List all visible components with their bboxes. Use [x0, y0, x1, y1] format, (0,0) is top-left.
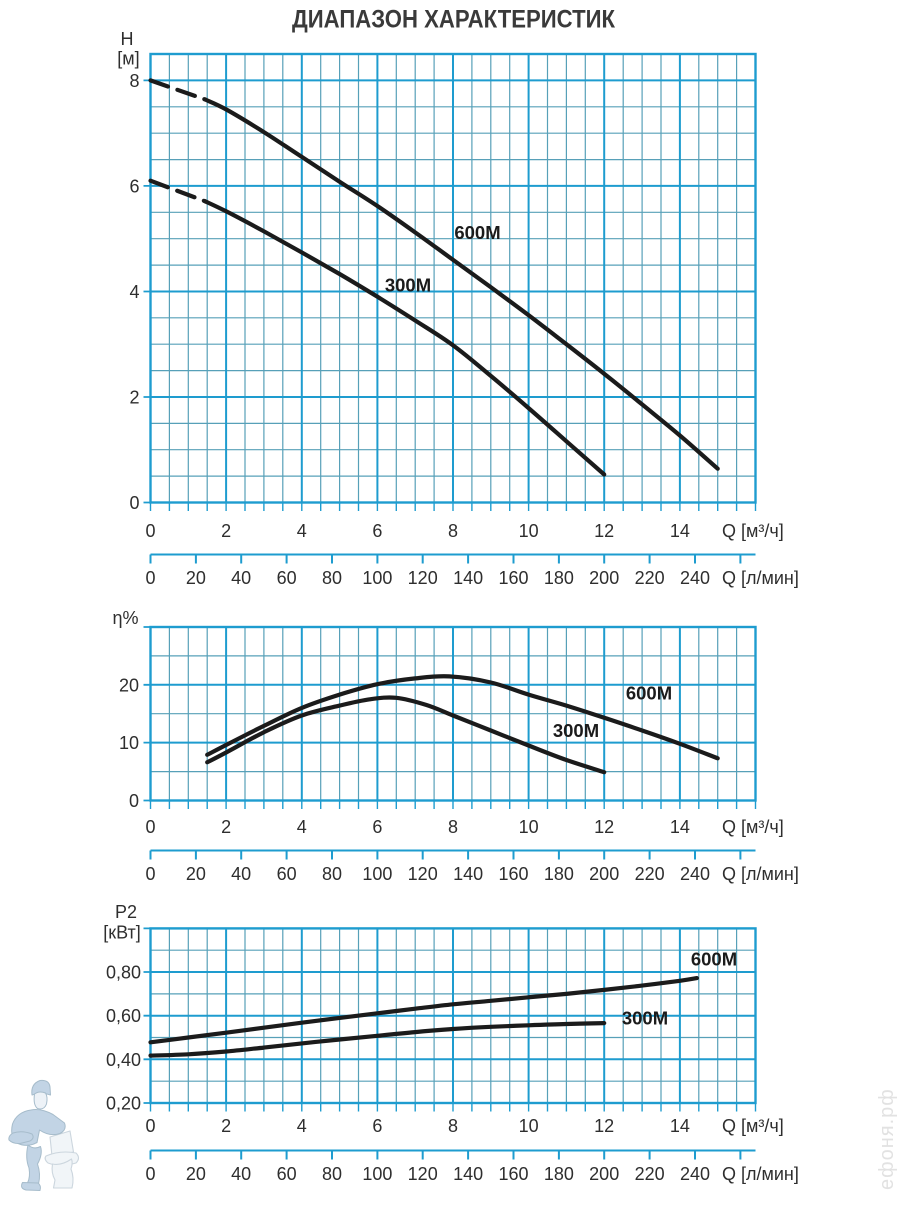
svg-text:120: 120 [408, 568, 438, 588]
svg-text:2: 2 [221, 521, 231, 541]
svg-text:4: 4 [297, 1116, 307, 1136]
svg-text:ДИАПАЗОН ХАРАКТЕРИСТИК: ДИАПАЗОН ХАРАКТЕРИСТИК [292, 6, 616, 34]
svg-text:0: 0 [145, 817, 155, 837]
svg-text:300M: 300M [553, 720, 599, 741]
svg-text:140: 140 [453, 864, 483, 884]
svg-text:20: 20 [186, 864, 206, 884]
svg-text:160: 160 [498, 864, 528, 884]
svg-text:120: 120 [408, 864, 438, 884]
svg-text:4: 4 [297, 817, 307, 837]
svg-text:6: 6 [129, 176, 139, 196]
svg-text:0: 0 [145, 864, 155, 884]
svg-text:80: 80 [322, 864, 342, 884]
svg-text:[м]: [м] [117, 49, 139, 69]
svg-text:10: 10 [119, 733, 139, 753]
svg-text:0: 0 [145, 568, 155, 588]
svg-text:P2: P2 [115, 902, 137, 922]
svg-text:300M: 300M [385, 275, 431, 296]
svg-text:140: 140 [453, 568, 483, 588]
svg-text:200: 200 [589, 568, 619, 588]
svg-text:14: 14 [670, 1116, 690, 1136]
svg-text:14: 14 [670, 521, 690, 541]
svg-text:160: 160 [498, 568, 528, 588]
svg-text:Q [л/мин]: Q [л/мин] [722, 864, 799, 884]
svg-text:180: 180 [544, 864, 574, 884]
svg-text:H: H [121, 29, 134, 49]
svg-text:60: 60 [277, 864, 297, 884]
svg-text:100: 100 [362, 864, 392, 884]
svg-text:2: 2 [129, 388, 139, 408]
svg-text:14: 14 [670, 817, 690, 837]
svg-text:80: 80 [322, 568, 342, 588]
svg-text:180: 180 [544, 568, 574, 588]
svg-text:200: 200 [589, 864, 619, 884]
svg-text:60: 60 [277, 568, 297, 588]
svg-text:12: 12 [594, 521, 614, 541]
svg-text:4: 4 [129, 282, 139, 302]
svg-text:220: 220 [635, 864, 665, 884]
svg-text:8: 8 [129, 71, 139, 91]
svg-text:0: 0 [145, 1116, 155, 1136]
svg-text:160: 160 [498, 1164, 528, 1184]
svg-text:12: 12 [594, 817, 614, 837]
svg-text:40: 40 [231, 864, 251, 884]
svg-text:240: 240 [680, 864, 710, 884]
svg-text:0,60: 0,60 [106, 1006, 141, 1026]
svg-text:10: 10 [519, 1116, 539, 1136]
svg-text:Q [м³/ч]: Q [м³/ч] [722, 817, 784, 837]
svg-text:220: 220 [635, 1164, 665, 1184]
svg-text:10: 10 [519, 817, 539, 837]
svg-text:[кВт]: [кВт] [103, 923, 141, 943]
svg-text:0,80: 0,80 [106, 963, 141, 983]
svg-text:140: 140 [453, 1164, 483, 1184]
svg-text:2: 2 [221, 817, 231, 837]
svg-text:Q [м³/ч]: Q [м³/ч] [722, 521, 784, 541]
svg-text:120: 120 [408, 1164, 438, 1184]
svg-text:4: 4 [297, 521, 307, 541]
svg-text:6: 6 [372, 1116, 382, 1136]
svg-text:Q [л/мин]: Q [л/мин] [722, 1164, 799, 1184]
svg-text:20: 20 [186, 568, 206, 588]
svg-text:0,20: 0,20 [106, 1094, 141, 1114]
svg-text:8: 8 [448, 1116, 458, 1136]
svg-text:100: 100 [362, 568, 392, 588]
svg-text:40: 40 [231, 568, 251, 588]
svg-text:Q [м³/ч]: Q [м³/ч] [722, 1116, 784, 1136]
svg-text:20: 20 [186, 1164, 206, 1184]
svg-text:ефоня.рф: ефоня.рф [876, 1088, 898, 1190]
svg-text:0: 0 [145, 1164, 155, 1184]
svg-text:240: 240 [680, 1164, 710, 1184]
svg-text:6: 6 [372, 817, 382, 837]
svg-text:200: 200 [589, 1164, 619, 1184]
svg-text:12: 12 [594, 1116, 614, 1136]
svg-text:40: 40 [231, 1164, 251, 1184]
svg-text:0,40: 0,40 [106, 1050, 141, 1070]
svg-text:0: 0 [145, 521, 155, 541]
svg-text:8: 8 [448, 817, 458, 837]
svg-text:2: 2 [221, 1116, 231, 1136]
svg-text:180: 180 [544, 1164, 574, 1184]
svg-text:8: 8 [448, 521, 458, 541]
svg-text:100: 100 [362, 1164, 392, 1184]
svg-text:600M: 600M [691, 949, 737, 970]
svg-text:0: 0 [129, 493, 139, 513]
svg-text:600M: 600M [626, 683, 672, 704]
svg-text:20: 20 [119, 675, 139, 695]
svg-text:60: 60 [277, 1164, 297, 1184]
svg-text:600M: 600M [454, 222, 500, 243]
svg-text:Q [л/мин]: Q [л/мин] [722, 568, 799, 588]
svg-text:0: 0 [129, 791, 139, 811]
svg-text:6: 6 [372, 521, 382, 541]
svg-text:300M: 300M [622, 1008, 668, 1029]
svg-text:80: 80 [322, 1164, 342, 1184]
svg-text:10: 10 [519, 521, 539, 541]
svg-text:η%: η% [112, 608, 138, 628]
svg-text:240: 240 [680, 568, 710, 588]
svg-text:220: 220 [635, 568, 665, 588]
